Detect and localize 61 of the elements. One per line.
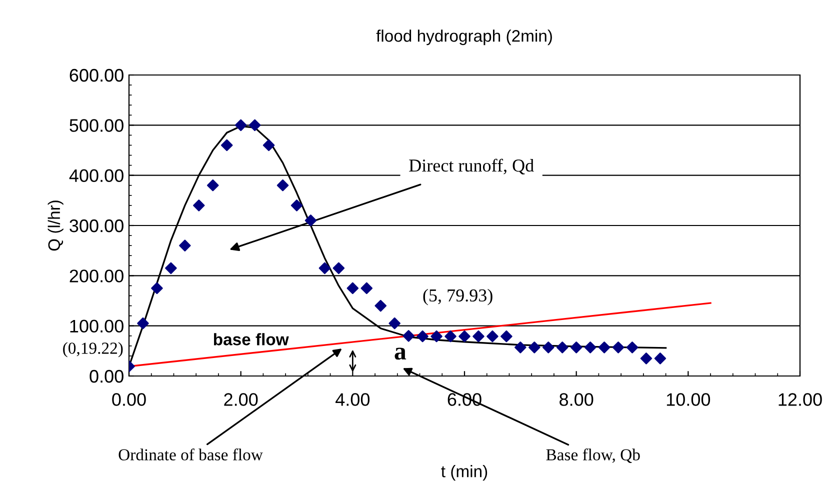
annotation: (5, 79.93)	[423, 288, 492, 306]
point	[626, 342, 638, 354]
x-tick-label: 8.00	[560, 393, 594, 406]
x-tick-label: 2.00	[224, 393, 258, 406]
point	[151, 282, 163, 294]
point	[193, 200, 205, 212]
point	[388, 317, 400, 330]
point	[206, 179, 219, 192]
point	[458, 330, 470, 342]
y-tick-label: 400.00	[69, 169, 124, 182]
point	[318, 262, 331, 274]
point	[304, 214, 317, 226]
point	[137, 317, 149, 330]
point	[179, 240, 191, 252]
point	[430, 330, 442, 342]
point	[528, 342, 540, 354]
point	[360, 282, 373, 294]
y-tick-label: 500.00	[70, 119, 124, 132]
point	[416, 330, 428, 342]
point	[486, 330, 498, 342]
point	[346, 282, 359, 294]
point	[500, 330, 512, 342]
point	[276, 179, 289, 192]
point	[332, 262, 345, 274]
chart-title: flood hydrograph (2min)	[376, 30, 552, 46]
point	[290, 200, 303, 212]
point	[598, 342, 610, 354]
point	[542, 342, 554, 354]
point	[374, 300, 387, 312]
point	[165, 262, 177, 274]
y-tick-label: 600.00	[70, 68, 124, 82]
y-tick-label: 100.00	[70, 320, 124, 333]
point	[234, 119, 247, 132]
point	[654, 352, 666, 364]
x-axis-title: t (min)	[441, 465, 488, 481]
text: Base flow, Qb	[546, 448, 640, 463]
point	[444, 330, 456, 342]
x-tick-label: 0.00	[112, 393, 146, 406]
point	[514, 342, 526, 354]
point	[262, 139, 275, 152]
x-tick-label: 10.00	[666, 393, 710, 406]
point	[402, 330, 414, 342]
point	[640, 352, 652, 364]
annotation: a	[394, 348, 406, 360]
point	[248, 119, 261, 132]
y-tick-label: 0.00	[90, 370, 124, 383]
point	[570, 342, 582, 354]
y-tick-label: 200.00	[70, 270, 124, 282]
text: Ordinate of base flow	[118, 448, 263, 460]
point	[556, 342, 568, 354]
point	[220, 139, 233, 152]
y-axis-title: Q (l/hr)	[48, 200, 64, 251]
x-tick-label: 12.00	[778, 393, 822, 406]
annotation: Direct runoff, Qd	[409, 158, 534, 174]
point	[612, 342, 624, 354]
y-tick-label: 300.00	[70, 219, 124, 232]
annotation: (0,19.22)	[63, 342, 123, 358]
annotation: base flow	[214, 333, 289, 346]
x-tick-label: 4.00	[336, 393, 370, 406]
point	[584, 342, 596, 354]
point	[472, 330, 484, 342]
